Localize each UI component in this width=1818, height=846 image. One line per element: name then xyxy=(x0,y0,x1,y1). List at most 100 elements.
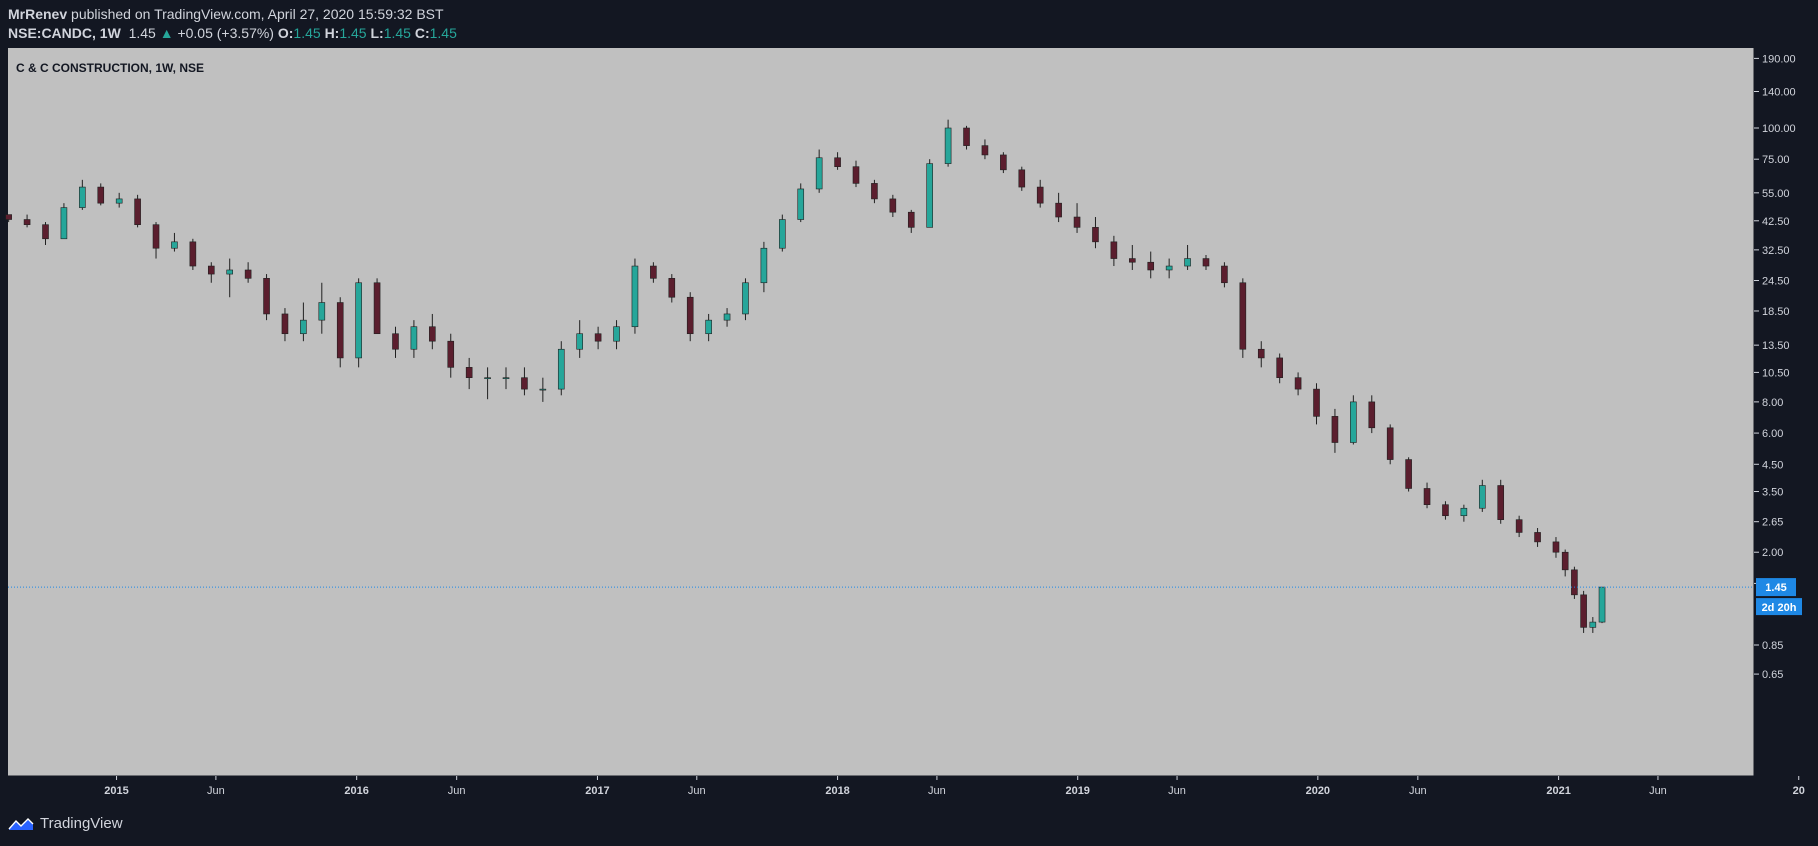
publish-info: MrRenev published on TradingView.com, Ap… xyxy=(8,6,444,22)
y-tick-label: 0.85 xyxy=(1762,640,1783,652)
candle-body xyxy=(502,377,510,379)
x-tick-label: Jun xyxy=(688,785,706,797)
y-tick-label: 18.50 xyxy=(1762,306,1790,318)
candle-body xyxy=(1055,202,1062,218)
candle-body xyxy=(134,198,141,225)
candle-body xyxy=(1276,357,1283,378)
x-tick-label: Jun xyxy=(207,785,225,797)
candle-body xyxy=(889,198,897,213)
author-name[interactable]: MrRenev xyxy=(8,6,68,22)
candle-body xyxy=(779,219,786,249)
candle-body xyxy=(557,348,565,390)
candle-body xyxy=(650,265,657,279)
candle-body xyxy=(1405,459,1412,489)
plot-area[interactable] xyxy=(8,48,1754,776)
x-tick-label: Jun xyxy=(448,785,466,797)
candle-body xyxy=(521,377,528,390)
candle-body xyxy=(907,211,915,228)
candle-body xyxy=(1294,377,1302,390)
candle-body xyxy=(760,247,768,284)
candle-body xyxy=(852,166,860,184)
candle-body xyxy=(1534,532,1541,543)
y-tick-label: 4.50 xyxy=(1762,459,1783,471)
candle-body xyxy=(1000,154,1007,171)
close-value: 1.45 xyxy=(429,25,457,41)
x-tick-label: 2015 xyxy=(104,785,128,797)
candle-body xyxy=(1202,258,1210,267)
low-label: L: xyxy=(370,25,384,41)
candle-body xyxy=(263,278,270,315)
countdown-label: 2d 20h xyxy=(1762,602,1797,614)
candle-body xyxy=(613,326,620,342)
candle-body xyxy=(1561,551,1569,571)
candle-body xyxy=(1313,388,1320,417)
candle-body xyxy=(1580,594,1587,628)
candle-body xyxy=(834,157,841,167)
y-tick-label: 2.00 xyxy=(1762,547,1783,559)
high-label: H: xyxy=(324,25,340,41)
candle-body xyxy=(944,127,952,164)
countdown-label-bg xyxy=(1756,598,1802,616)
candle-body xyxy=(871,183,878,200)
candle-body xyxy=(1036,186,1044,204)
candle-body xyxy=(226,269,234,275)
y-tick-label: 2.65 xyxy=(1762,517,1783,529)
candle-body xyxy=(60,207,68,240)
x-tick-label: Jun xyxy=(1409,785,1427,797)
x-axis[interactable]: 2015 Jun 2016 Jun 2017 Jun 2018 Jun 2019 Jun 2020 J… xyxy=(104,776,1805,797)
candle-body xyxy=(465,367,473,378)
candle-body xyxy=(392,333,399,350)
y-tick-label: 10.50 xyxy=(1762,367,1790,379)
candle-body xyxy=(373,282,381,335)
x-tick-label: 2020 xyxy=(1306,785,1330,797)
candle-body xyxy=(539,388,547,391)
x-tick-label: 2019 xyxy=(1065,785,1089,797)
candle-body xyxy=(447,340,455,368)
y-tick-label: 6.00 xyxy=(1762,428,1783,440)
candle-body xyxy=(207,265,215,275)
candle-body xyxy=(705,319,712,335)
candle-body xyxy=(1368,401,1376,429)
candle-body xyxy=(281,313,289,335)
candle-body xyxy=(723,313,731,321)
y-tick-label: 0.65 xyxy=(1762,669,1783,681)
open-value: 1.45 xyxy=(293,25,321,41)
candles xyxy=(5,119,1606,633)
candle-body xyxy=(1350,401,1357,443)
y-tick-label: 8.00 xyxy=(1762,397,1783,409)
tradingview-brand[interactable]: TradingView xyxy=(8,815,123,832)
candle-body xyxy=(1221,265,1228,284)
candle-body xyxy=(963,127,970,146)
x-tick-label: Jun xyxy=(928,785,946,797)
candle-body xyxy=(981,145,989,156)
y-tick-label: 75.00 xyxy=(1762,154,1790,166)
candle-body xyxy=(1165,265,1173,271)
candle-body xyxy=(1239,282,1247,350)
y-tick-label: 100.00 xyxy=(1762,123,1796,135)
open-label: O: xyxy=(277,25,294,41)
last-price-label: 1.45 xyxy=(1765,582,1786,594)
candle-body xyxy=(355,282,362,359)
y-tick-label: 13.50 xyxy=(1762,340,1790,352)
candle-body xyxy=(1018,169,1026,188)
candle-body xyxy=(1092,227,1099,243)
candle-body xyxy=(686,296,694,335)
candle-body xyxy=(576,333,583,350)
last-price-label-bg xyxy=(1756,578,1796,597)
close-label: C: xyxy=(414,25,430,41)
candle-body xyxy=(1073,216,1081,228)
candle-body xyxy=(1129,258,1136,263)
candle-body xyxy=(152,224,160,249)
candle-body xyxy=(1110,241,1118,259)
y-tick-label: 190.00 xyxy=(1762,53,1796,65)
candle-body xyxy=(1331,416,1339,443)
x-tick-label: 2018 xyxy=(825,785,849,797)
up-arrow-icon: ▲ xyxy=(159,25,174,41)
candle-body xyxy=(97,186,105,204)
candle-body xyxy=(300,319,307,335)
chart-title: C & C CONSTRUCTION, 1W, NSE xyxy=(16,61,204,75)
x-tick-label: 2017 xyxy=(585,785,609,797)
candle-body xyxy=(1497,485,1505,520)
symbol-info: NSE:CANDC, 1W 1.45 ▲ +0.05 (+3.57%) O:1.… xyxy=(8,25,457,41)
